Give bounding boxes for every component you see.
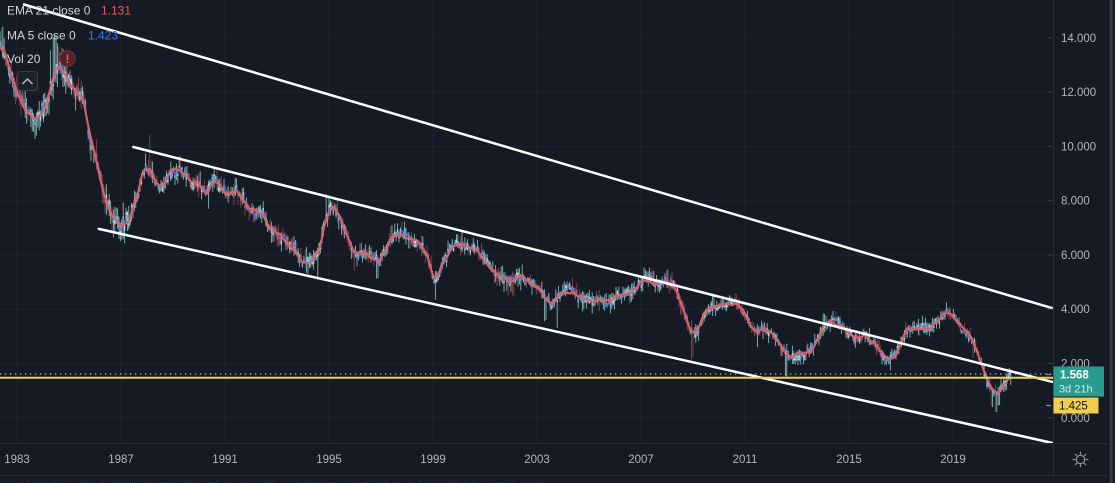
- svg-text:!: !: [66, 52, 70, 66]
- svg-text:1995: 1995: [316, 454, 342, 466]
- svg-text:1.425: 1.425: [1059, 401, 1088, 413]
- svg-text:1987: 1987: [108, 454, 134, 466]
- svg-text:2007: 2007: [628, 454, 654, 466]
- svg-text:14.000: 14.000: [1061, 33, 1096, 45]
- svg-text:10.000: 10.000: [1061, 141, 1096, 153]
- svg-text:3d 21h: 3d 21h: [1059, 384, 1093, 396]
- svg-text:MA 5 close 0: MA 5 close 0: [7, 29, 76, 43]
- svg-text:1983: 1983: [4, 454, 30, 466]
- svg-text:1.131: 1.131: [101, 4, 131, 18]
- svg-text:EMA 21 close 0: EMA 21 close 0: [7, 4, 91, 18]
- svg-text:1.423: 1.423: [88, 29, 118, 43]
- svg-text:6.000: 6.000: [1061, 250, 1090, 262]
- svg-text:8.000: 8.000: [1061, 196, 1090, 208]
- svg-text:1991: 1991: [212, 454, 238, 466]
- svg-text:2003: 2003: [524, 454, 550, 466]
- svg-text:2015: 2015: [836, 454, 862, 466]
- svg-text:2011: 2011: [733, 454, 758, 466]
- svg-text:4.000: 4.000: [1061, 304, 1090, 316]
- svg-text:1999: 1999: [420, 454, 446, 466]
- svg-text:1.568: 1.568: [1060, 370, 1089, 382]
- svg-text:0.000: 0.000: [1061, 413, 1090, 425]
- svg-text:12.000: 12.000: [1061, 87, 1096, 99]
- svg-text:2019: 2019: [940, 454, 966, 466]
- svg-text:Vol 20: Vol 20: [7, 52, 41, 66]
